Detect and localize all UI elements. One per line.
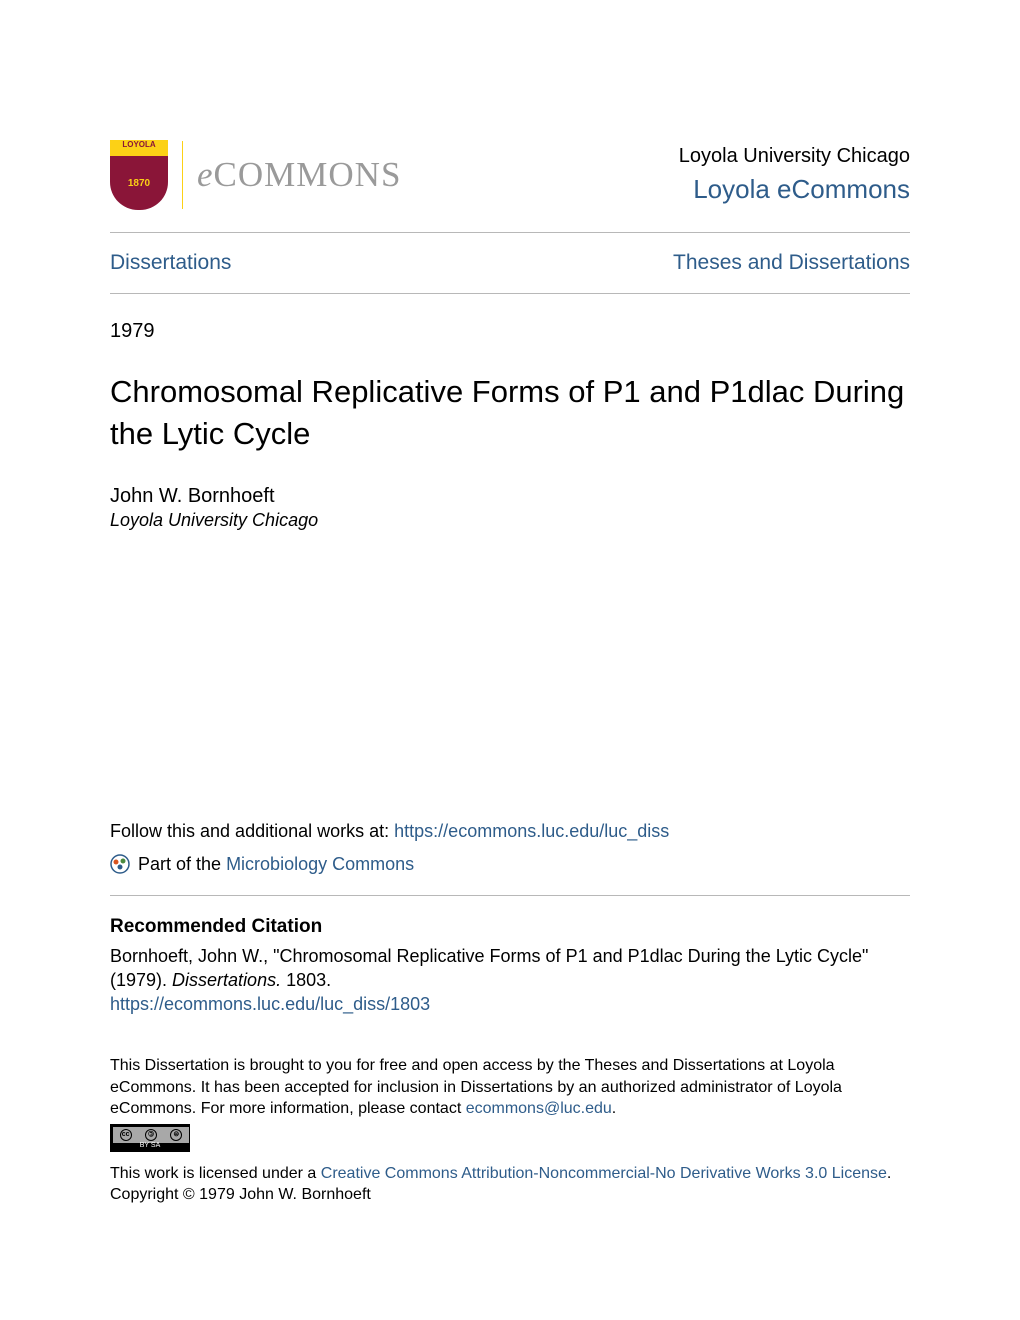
partof-prefix: Part of the: [138, 854, 226, 874]
license-link[interactable]: Creative Commons Attribution-Noncommerci…: [321, 1165, 887, 1182]
repository-link[interactable]: Loyola eCommons: [693, 174, 910, 205]
follow-line: Follow this and additional works at: htt…: [110, 821, 910, 842]
header-row: LOYOLA 1870 eCOMMONS Loyola University C…: [110, 140, 910, 210]
document-title: Chromosomal Replicative Forms of P1 and …: [110, 371, 910, 455]
citation-heading: Recommended Citation: [110, 916, 910, 938]
citation-text: Bornhoeft, John W., "Chromosomal Replica…: [110, 944, 910, 993]
cc-badge-icon[interactable]: cc 🄯 ⊜ BY SA: [110, 1124, 190, 1152]
institution-name: Loyola University Chicago: [679, 145, 910, 168]
commons-link[interactable]: Microbiology Commons: [226, 854, 414, 874]
rule-nav: [110, 293, 910, 294]
nav-parent-link[interactable]: Theses and Dissertations: [673, 251, 910, 275]
network-icon: [110, 854, 130, 874]
cc-badge-label: BY SA: [111, 1141, 189, 1151]
author-affiliation: Loyola University Chicago: [110, 510, 910, 531]
loyola-shield-icon: LOYOLA 1870: [110, 140, 168, 210]
copyright-line: Copyright © 1979 John W. Bornhoeft: [110, 1186, 371, 1203]
period: .: [612, 1100, 616, 1117]
citation-series: Dissertations.: [172, 970, 281, 990]
partof-row: Part of the Microbiology Commons: [110, 854, 910, 875]
publication-year: 1979: [110, 320, 910, 343]
content-spacer: [110, 531, 910, 821]
logo-divider: [182, 141, 183, 209]
shield-top-text: LOYOLA: [110, 140, 168, 156]
footer-block: This Dissertation is brought to you for …: [110, 1055, 910, 1206]
citation-number: 1803.: [281, 970, 331, 990]
license-prefix: This work is licensed under a: [110, 1165, 321, 1182]
license-period: .: [887, 1165, 891, 1182]
follow-url-link[interactable]: https://ecommons.luc.edu/luc_diss: [394, 821, 669, 841]
contact-email-link[interactable]: ecommons@luc.edu: [466, 1100, 612, 1117]
logo-block: LOYOLA 1870 eCOMMONS: [110, 140, 401, 210]
follow-prefix: Follow this and additional works at:: [110, 821, 394, 841]
breadcrumb-nav: Dissertations Theses and Dissertations: [110, 233, 910, 293]
partof-text: Part of the Microbiology Commons: [138, 854, 414, 875]
nav-collection-link[interactable]: Dissertations: [110, 251, 231, 275]
ecommons-logo: eCOMMONS: [197, 155, 401, 195]
citation-url-link[interactable]: https://ecommons.luc.edu/luc_diss/1803: [110, 994, 910, 1015]
citation-block: Recommended Citation Bornhoeft, John W.,…: [110, 896, 910, 1016]
author-name: John W. Bornhoeft: [110, 485, 910, 508]
shield-year: 1870: [110, 156, 168, 210]
header-right: Loyola University Chicago Loyola eCommon…: [679, 145, 910, 205]
